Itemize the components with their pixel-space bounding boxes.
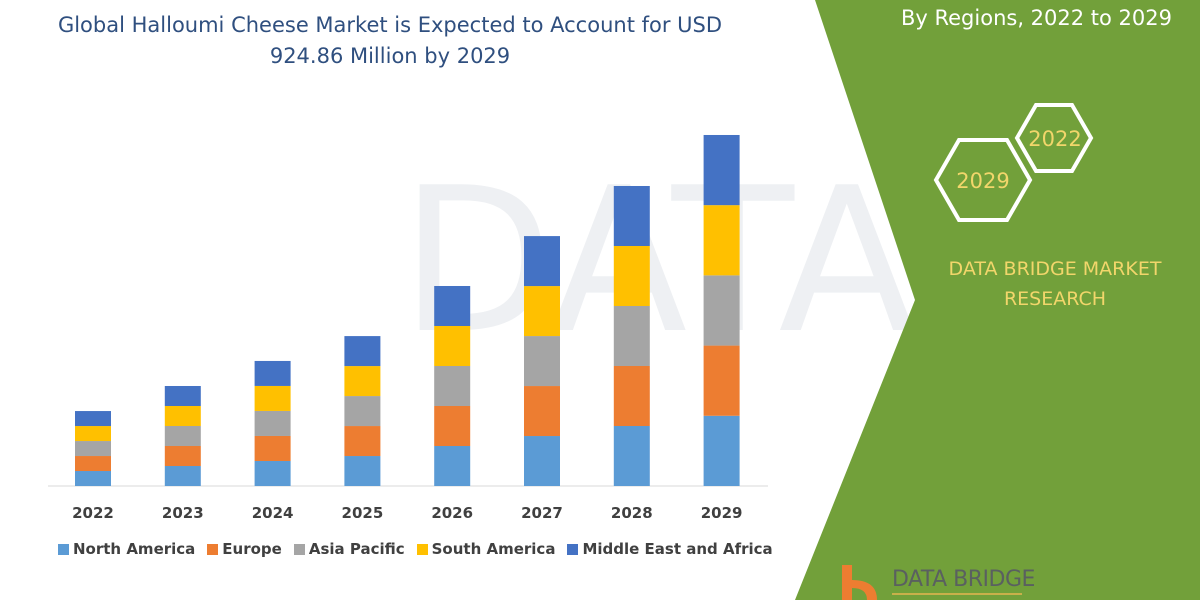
x-tick-2026: 2026	[431, 504, 473, 522]
bar-2025-north-america	[344, 456, 381, 486]
bar-2025-europe	[344, 426, 381, 457]
legend-label: Middle East and Africa	[582, 540, 773, 558]
legend-item: South America	[416, 540, 556, 558]
bar-2022-middle-east-and-africa	[75, 411, 111, 427]
bar-2023-asia-pacific	[164, 425, 201, 446]
bar-2025-middle-east-and-africa	[344, 336, 381, 367]
bar-2022-europe	[75, 456, 111, 472]
bar-2029-north-america	[703, 415, 740, 486]
logo-text: DATA BRIDGE	[892, 567, 1035, 592]
bar-2027-asia-pacific	[524, 336, 560, 387]
title-line-1: Global Halloumi Cheese Market is Expecte…	[57, 13, 723, 37]
bar-2029-south-america	[703, 205, 740, 276]
bar-2022-asia-pacific	[75, 441, 111, 457]
x-tick-2028: 2028	[611, 504, 653, 522]
bar-2027-south-america	[524, 286, 560, 337]
legend-swatch	[293, 543, 305, 555]
bar-2027-middle-east-and-africa	[524, 236, 560, 287]
bar-2029-middle-east-and-africa	[703, 134, 740, 206]
bar-2024-north-america	[254, 460, 291, 486]
bar-2024-south-america	[254, 385, 291, 411]
bar-2027-north-america	[524, 436, 560, 486]
legend-swatch	[567, 543, 579, 555]
bar-2026-asia-pacific	[434, 365, 471, 406]
legend-item: Europe	[207, 540, 282, 558]
bars-group	[75, 134, 740, 486]
bar-2029-asia-pacific	[703, 275, 740, 346]
chart-title: Global Halloumi Cheese Market is Expecte…	[40, 10, 740, 72]
x-tick-2023: 2023	[162, 504, 204, 522]
bar-2025-south-america	[344, 366, 381, 397]
x-tick-2025: 2025	[342, 504, 384, 522]
bar-2023-north-america	[164, 465, 201, 486]
x-tick-2022: 2022	[72, 504, 114, 522]
bar-2025-asia-pacific	[344, 396, 381, 427]
logo-icon	[842, 565, 1022, 600]
x-tick-2027: 2027	[521, 504, 563, 522]
hex-label-2022: 2022	[1028, 127, 1081, 151]
legend-item: Middle East and Africa	[567, 540, 773, 558]
bar-2028-asia-pacific	[613, 305, 650, 366]
bar-2026-middle-east-and-africa	[434, 285, 471, 326]
legend-label: South America	[431, 540, 556, 558]
chart-subtitle: By Regions, 2022 to 2029	[900, 6, 1172, 30]
bar-2028-middle-east-and-africa	[613, 185, 650, 246]
bar-2023-south-america	[164, 405, 201, 426]
bar-2026-europe	[434, 405, 471, 446]
brand-line-1: DATA BRIDGE MARKET	[948, 258, 1162, 280]
x-tick-labels: 2022 2023 2024 2025 2026 2027 2028 2029	[72, 504, 742, 522]
brand-line-2: RESEARCH	[1003, 288, 1107, 310]
legend-label: North America	[73, 540, 196, 558]
green-panel	[795, 0, 1200, 600]
legend-swatch	[416, 543, 428, 555]
legend-label: Europe	[222, 540, 282, 558]
bar-2026-south-america	[434, 325, 471, 366]
legend-item: North America	[58, 540, 195, 558]
bar-2028-north-america	[613, 425, 650, 486]
hexagon-2022	[1014, 103, 1094, 173]
bar-2028-europe	[613, 365, 650, 426]
hexagon-2029	[933, 138, 1033, 222]
bar-2024-middle-east-and-africa	[254, 360, 291, 386]
hex-label-2029: 2029	[956, 169, 1009, 193]
legend-swatch	[58, 543, 69, 555]
bar-2026-north-america	[434, 445, 471, 486]
bar-2022-north-america	[75, 471, 111, 486]
x-tick-2024: 2024	[252, 504, 294, 522]
bar-2023-europe	[164, 445, 201, 466]
brand-name: DATA BRIDGE MARKET RESEARCH	[920, 254, 1190, 314]
bar-2022-south-america	[75, 426, 111, 442]
title-line-2: 924.86 Million by 2029	[269, 44, 511, 68]
legend-item: Asia Pacific	[293, 540, 405, 558]
watermark: DATA	[400, 145, 915, 378]
legend: North America Europe Asia Pacific South Ame…	[58, 540, 773, 558]
x-tick-2029: 2029	[701, 504, 743, 522]
legend-swatch	[207, 543, 219, 555]
bar-2024-asia-pacific	[254, 410, 291, 436]
bar-2028-south-america	[613, 245, 650, 306]
bar-2024-europe	[254, 435, 291, 461]
bar-2027-europe	[524, 386, 560, 437]
bar-2029-europe	[703, 345, 740, 416]
bar-2023-middle-east-and-africa	[164, 385, 201, 406]
legend-label: Asia Pacific	[308, 540, 405, 558]
